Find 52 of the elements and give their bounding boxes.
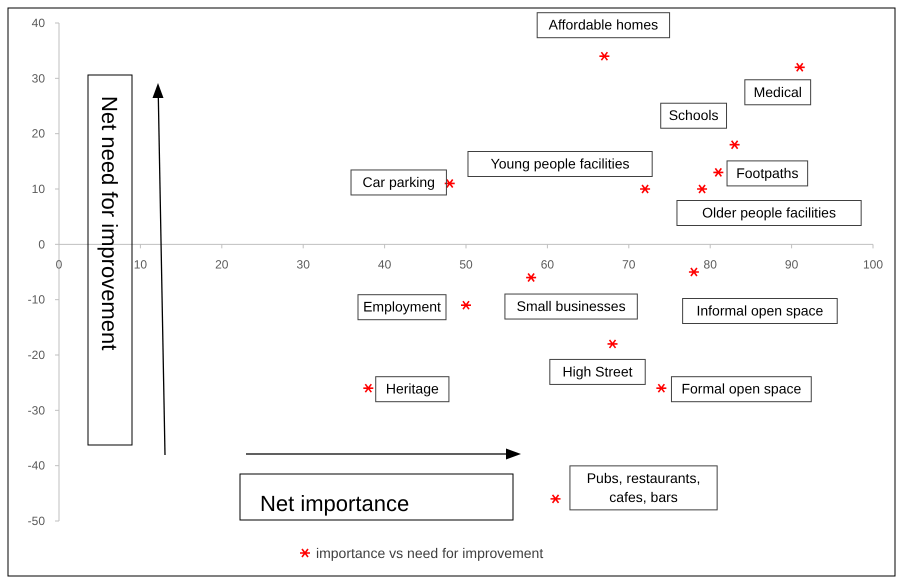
annotation: High Street (562, 363, 633, 380)
x-axis-title: Net importance (260, 491, 410, 516)
point (606, 339, 618, 349)
annotation: Informal open space (696, 302, 824, 318)
y-tick-label: 0 (38, 237, 46, 252)
point (550, 494, 562, 504)
annotation: Young people facilities (490, 156, 630, 172)
x-tick-label: 0 (56, 257, 63, 272)
y-tick-label: 10 (32, 182, 46, 196)
point (362, 383, 374, 393)
annotation: Affordable homes (548, 16, 658, 33)
legend-label: importance vs need for improvement (316, 545, 544, 561)
point (688, 267, 700, 277)
y-axis-title: Net need for improvement (97, 96, 122, 350)
annotation: Car parking (362, 174, 435, 190)
point (598, 51, 610, 61)
annotation: Pubs, restaurants, cafes, bars (586, 470, 700, 505)
point (525, 272, 537, 282)
point (444, 178, 456, 188)
point (728, 140, 740, 150)
y-tick-label: -50 (28, 514, 46, 528)
annotation: Footpaths (736, 164, 798, 181)
point (460, 300, 472, 310)
annotation: Older people facilities (702, 204, 836, 220)
x-tick-label: 80 (704, 257, 718, 272)
y-tick-label: -40 (28, 458, 46, 473)
x-tick-label: 70 (622, 257, 636, 272)
annotation: Schools (668, 107, 719, 124)
y-tick-label: 20 (32, 126, 46, 141)
annotation: Heritage (386, 380, 439, 397)
y-tick-label: -30 (28, 403, 46, 418)
x-tick-label: 100 (862, 257, 884, 272)
y-tick-label: -20 (28, 348, 46, 362)
point (656, 383, 668, 393)
annotation: Small businesses (516, 298, 626, 314)
x-tick-label: 10 (134, 257, 148, 272)
annotation: Formal open space (681, 380, 802, 397)
x-tick-label: 30 (296, 257, 310, 272)
x-tick-label: 40 (378, 257, 392, 272)
point (794, 62, 806, 72)
x-tick-label: 20 (215, 257, 229, 272)
x-tick-label: 50 (459, 257, 473, 272)
y-tick-label: -10 (28, 292, 46, 307)
annotation: Medical (754, 84, 802, 100)
x-tick-label: 90 (784, 257, 799, 272)
annotation: Employment (363, 298, 442, 315)
y-tick-label: 30 (32, 71, 46, 86)
y-tick-label: 40 (32, 16, 46, 30)
point (712, 168, 724, 178)
x-tick-label: 60 (540, 257, 554, 272)
point (696, 184, 708, 194)
point (639, 184, 651, 194)
